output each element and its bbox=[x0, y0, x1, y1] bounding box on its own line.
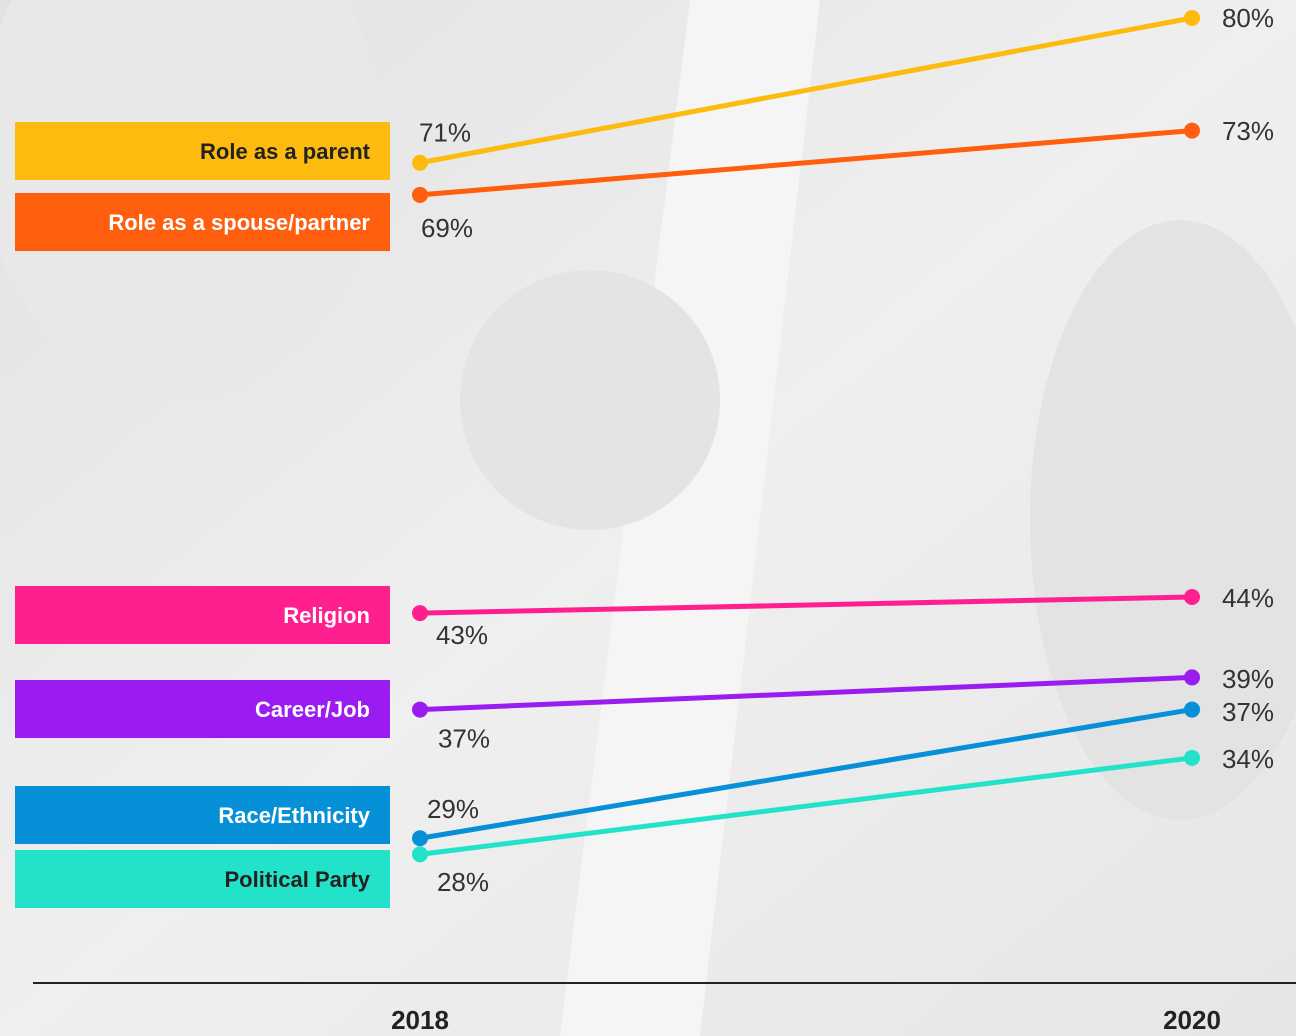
data-point bbox=[1184, 10, 1200, 26]
value-label: 73% bbox=[1222, 116, 1274, 146]
data-point bbox=[412, 155, 428, 171]
legend-label: Role as a spouse/partner bbox=[108, 210, 370, 235]
value-label: 37% bbox=[438, 723, 490, 753]
data-point bbox=[1184, 702, 1200, 718]
value-label: 69% bbox=[421, 213, 473, 243]
data-point bbox=[412, 187, 428, 203]
legend-label: Political Party bbox=[224, 867, 370, 892]
data-point bbox=[1184, 123, 1200, 139]
data-point bbox=[1184, 750, 1200, 766]
data-point bbox=[1184, 669, 1200, 685]
value-label: 44% bbox=[1222, 583, 1274, 613]
value-label: 28% bbox=[437, 867, 489, 897]
chart: 2018 2020 Role as a parent 71% 80% Role as a … bbox=[0, 0, 1296, 1036]
value-label: 80% bbox=[1222, 3, 1274, 33]
value-label: 37% bbox=[1222, 697, 1274, 727]
data-point bbox=[412, 846, 428, 862]
legend-label: Race/Ethnicity bbox=[218, 803, 370, 828]
value-label: 39% bbox=[1222, 664, 1274, 694]
page: 2018 2020 Role as a parent 71% 80% Role as a … bbox=[0, 0, 1296, 1036]
value-label: 34% bbox=[1222, 744, 1274, 774]
legend-label: Role as a parent bbox=[200, 139, 371, 164]
background-shape bbox=[460, 270, 720, 530]
legend-label: Career/Job bbox=[255, 697, 370, 722]
value-label: 29% bbox=[427, 794, 479, 824]
x-tick-label: 2018 bbox=[391, 1005, 449, 1035]
value-label: 71% bbox=[419, 118, 471, 148]
data-point bbox=[412, 702, 428, 718]
data-point bbox=[412, 830, 428, 846]
data-point bbox=[1184, 589, 1200, 605]
value-label: 43% bbox=[436, 620, 488, 650]
data-point bbox=[412, 605, 428, 621]
x-tick-label: 2020 bbox=[1163, 1005, 1221, 1035]
legend-label: Religion bbox=[283, 603, 370, 628]
